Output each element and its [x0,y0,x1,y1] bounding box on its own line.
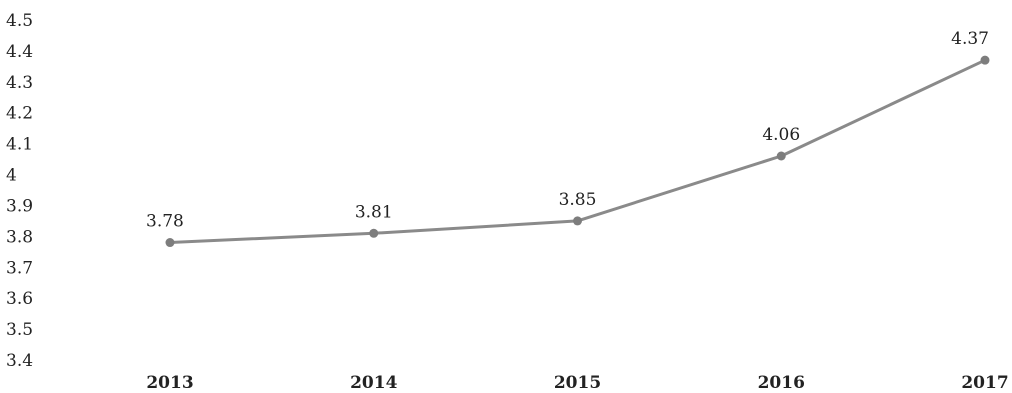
x-tick-label: 2017 [961,373,1008,393]
y-tick-label: 4.3 [6,73,33,93]
y-tick-label: 4.4 [6,42,33,62]
data-label: 4.37 [951,29,989,49]
y-tick-label: 3.4 [6,351,33,371]
data-point [369,228,379,238]
y-tick-label: 3.7 [6,258,33,278]
x-axis: 2013 2014 2015 2016 2017 [146,373,1008,393]
data-label: 3.85 [559,190,597,210]
y-tick-label: 4.2 [6,104,33,124]
data-label: 3.81 [355,202,393,222]
data-label: 4.06 [762,125,800,145]
x-tick-label: 2015 [554,373,601,393]
series-line [165,55,990,248]
y-tick-label: 4.1 [6,135,33,155]
data-point [165,238,175,248]
y-axis: 4.5 4.4 4.3 4.2 4.1 4 3.9 3.8 3.7 3.6 3.5 3.4 [6,11,33,371]
x-tick-label: 2013 [146,373,193,393]
data-point [573,216,582,226]
x-tick-label: 2014 [350,373,397,393]
y-tick-label: 3.8 [6,227,33,247]
series-polyline [168,58,987,245]
y-tick-label: 3.5 [6,320,33,340]
data-point [776,151,786,161]
x-tick-label: 2016 [758,373,805,393]
data-point [980,55,990,65]
y-tick-label: 4 [6,166,17,186]
data-labels: 3.78 3.81 3.85 4.06 4.37 [146,29,989,231]
y-tick-label: 4.5 [6,11,33,31]
data-label: 3.78 [146,212,184,232]
y-tick-label: 3.6 [6,289,33,309]
y-tick-label: 3.9 [6,196,33,216]
